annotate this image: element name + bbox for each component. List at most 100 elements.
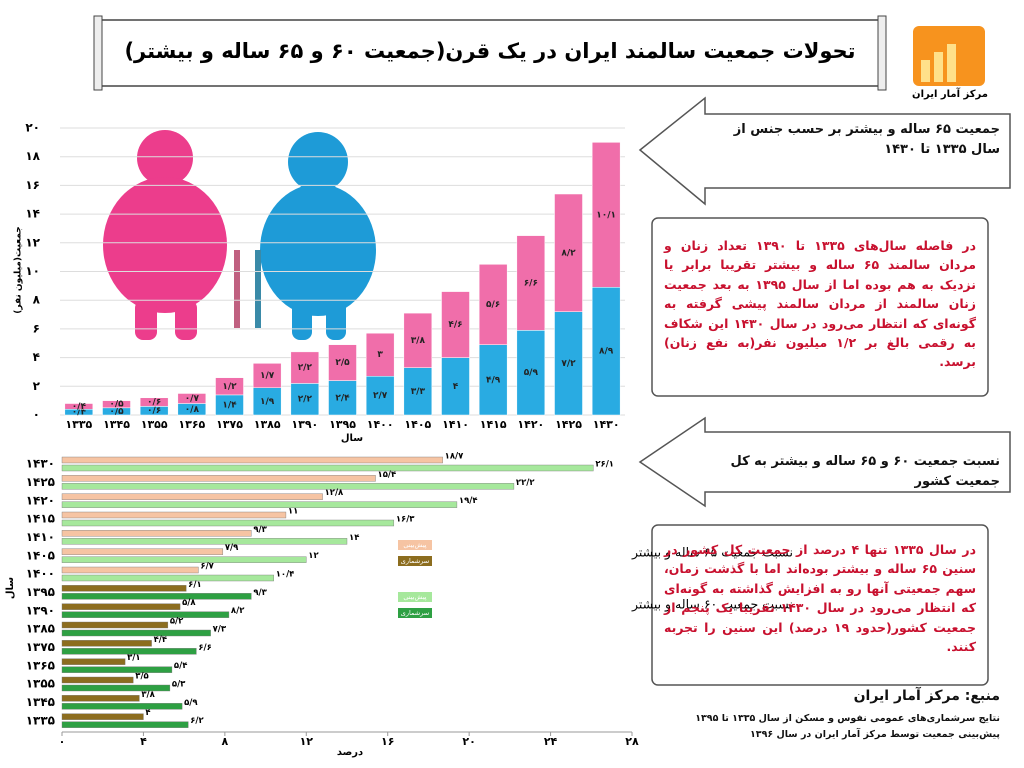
bar [61, 703, 183, 710]
x-tick-label: ۲۸ [625, 735, 639, 748]
y-tick-label: ۱۳۵۵ [26, 677, 55, 691]
value-label: ۱۰/۴ [276, 570, 295, 580]
value-label: ۹/۳ [253, 525, 267, 535]
bar-segment [252, 387, 282, 416]
y-axis-label: جمعیت(میلیون نفر) [14, 226, 24, 314]
value-label: ۳ [377, 350, 383, 360]
bar [61, 621, 169, 629]
logo-bar [934, 52, 943, 82]
y-tick-label: ۱۰ [25, 264, 40, 278]
x-tick-label: ۱۳۹۵ [329, 418, 356, 431]
value-label: ۱۶/۳ [396, 515, 415, 525]
bar-segment [252, 363, 282, 388]
value-label: ۴ [453, 382, 459, 392]
value-label: ۴ [145, 708, 150, 718]
bar [61, 695, 140, 702]
value-label: ۳/۱ [127, 653, 140, 663]
bar [61, 713, 144, 720]
elderly-man [255, 132, 376, 340]
legend-swatch [398, 540, 432, 550]
value-label: ۱/۹ [260, 397, 275, 407]
bar [61, 658, 126, 665]
note-scroll [651, 524, 989, 686]
value-label: ۵/۹ [524, 368, 539, 378]
note-scroll [651, 217, 989, 397]
source-line: نتایج سرشماری‌های عمومی نفوس و مسکن از س… [695, 713, 1000, 724]
value-label: ۸/۲ [561, 248, 576, 258]
x-tick-label: ۱۴۰۰ [367, 418, 394, 431]
value-label: ۶/۶ [524, 278, 538, 288]
bar [61, 556, 307, 563]
value-label: ۱۱ [288, 507, 298, 517]
bar [61, 611, 230, 618]
bar-segment [441, 357, 470, 416]
bar-segment [290, 351, 320, 384]
x-tick-label: ۱۳۹۰ [291, 418, 318, 431]
y-tick-label: ۱۲ [25, 235, 40, 249]
bar-segment [365, 332, 395, 377]
logo-bar [947, 44, 956, 82]
x-tick-label: ۱۴۲۵ [555, 418, 582, 431]
value-label: ۶/۲ [190, 716, 204, 726]
legend-swatch [398, 608, 432, 618]
value-label: ۳/۳ [411, 387, 426, 397]
bar-segment [591, 287, 621, 416]
y-tick-label: ۸ [33, 293, 41, 307]
x-tick-label: ۱۴۲۰ [517, 418, 544, 431]
value-label: ۵/۴ [174, 661, 187, 671]
bar [61, 456, 443, 464]
legend-group-title: نسبت جمعیت ۶۰ ساله و بیشتر [631, 597, 793, 613]
x-tick-label: ۱۳۴۵ [103, 418, 130, 431]
bar [61, 648, 197, 655]
value-label: ۷/۳ [213, 625, 227, 635]
title: تحولات جمعیت سالمند ایران در یک قرن(جمعی… [124, 39, 855, 63]
title-box [99, 19, 881, 87]
source-line: پیش‌بینی جمعیت توسط مرکز آمار ایران در س… [749, 729, 1000, 740]
value-label: ۱۹/۴ [459, 496, 478, 506]
bar [61, 640, 152, 647]
value-label: ۵/۳ [172, 680, 186, 690]
value-label: ۰/۶ [147, 406, 161, 416]
bar-segment [516, 235, 546, 331]
y-tick-label: ۲۰ [25, 121, 40, 135]
arrow-box [638, 416, 1011, 508]
logo-text: مرکز آمار ایران [912, 87, 988, 100]
x-tick-label: ۱۶ [381, 735, 394, 748]
x-tick-label: ۱۴۰۵ [404, 418, 431, 431]
bar [61, 538, 348, 545]
value-label: ۱/۴ [222, 400, 237, 410]
value-label: ۸/۲ [231, 606, 245, 616]
panel-caption: نسبت جمعیت ۶۰ و ۶۵ ساله و بیشتر به کل جم… [730, 454, 1000, 489]
y-tick-label: ۱۴۰۰ [26, 567, 55, 581]
y-tick-label: ۱۳۶۵ [26, 658, 55, 672]
x-tick-label: ۱۳۶۵ [178, 418, 205, 431]
bar-segment [139, 397, 169, 407]
y-tick-label: ۱۴۱۰ [26, 530, 55, 544]
value-label: ۰/۸ [185, 405, 200, 415]
x-tick-label: ۱۴۱۵ [480, 418, 507, 431]
value-label: ۶/۷ [200, 562, 214, 572]
value-label: ۶/۶ [198, 643, 211, 653]
value-label: ۵/۲ [170, 617, 184, 627]
x-tick-label: ۲۴ [544, 735, 558, 748]
value-label: ۲۲/۲ [516, 478, 535, 488]
y-tick-label: ۰ [33, 408, 40, 422]
value-label: ۱۵/۴ [378, 470, 397, 480]
x-tick-label: ۴ [140, 735, 147, 748]
legend-label: پیش‌بینی [403, 593, 426, 601]
x-tick-label: ۸ [221, 735, 228, 748]
bar [61, 501, 458, 508]
x-axis-label: درصد [337, 747, 363, 758]
value-label: ۰/۶ [147, 398, 161, 408]
y-tick-label: ۱۸ [25, 149, 40, 163]
x-tick-label: ۰ [59, 735, 66, 748]
bar [61, 676, 134, 684]
bar [61, 585, 187, 592]
bar-segment [441, 291, 470, 358]
bar [61, 475, 376, 482]
value-label: ۰/۵ [109, 407, 124, 417]
bar-segment [403, 312, 433, 368]
scroll-end [93, 15, 103, 91]
